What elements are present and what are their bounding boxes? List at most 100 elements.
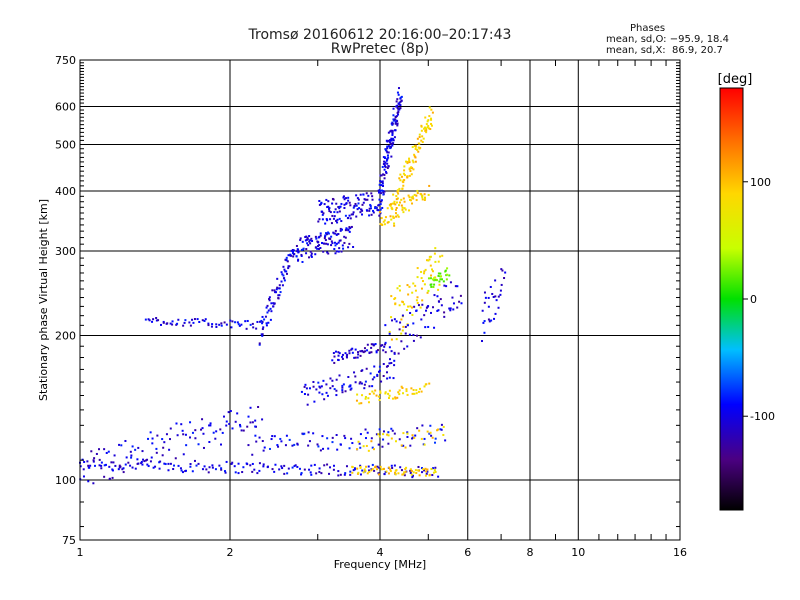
scatter-point: [414, 144, 417, 147]
scatter-point: [335, 378, 338, 381]
scatter-point: [412, 161, 415, 164]
scatter-point: [395, 195, 398, 198]
scatter-point: [421, 194, 424, 197]
scatter-point: [409, 444, 412, 447]
scatter-point: [237, 472, 240, 475]
scatter-point: [406, 176, 409, 179]
scatter-point: [277, 294, 280, 297]
scatter-point: [318, 470, 321, 473]
scatter-point: [345, 202, 348, 205]
scatter-point: [411, 437, 414, 440]
scatter-point: [406, 162, 409, 165]
scatter-point: [322, 447, 325, 450]
scatter-point: [411, 392, 414, 395]
scatter-point: [334, 350, 337, 353]
scatter-point: [394, 469, 397, 472]
scatter-point: [430, 283, 433, 286]
scatter-point: [414, 289, 417, 292]
scatter-point: [386, 207, 389, 210]
scatter-point: [420, 318, 423, 321]
scatter-point: [484, 296, 487, 299]
scatter-point: [391, 202, 394, 205]
y-tick-label: 600: [55, 101, 76, 114]
scatter-point: [100, 461, 103, 464]
scatter-point: [362, 201, 365, 204]
scatter-point: [320, 385, 323, 388]
scatter-point: [355, 215, 358, 218]
scatter-point: [140, 462, 143, 465]
scatter-point: [291, 444, 294, 447]
scatter-point: [417, 146, 420, 149]
scatter-point: [386, 221, 389, 224]
scatter-point: [407, 305, 410, 308]
scatter-point: [379, 189, 382, 192]
scatter-point: [402, 432, 405, 435]
scatter-point: [379, 180, 382, 183]
scatter-point: [412, 282, 415, 285]
y-tick-label: 750: [55, 54, 76, 67]
scatter-point: [339, 205, 342, 208]
scatter-point: [329, 377, 332, 380]
scatter-point: [225, 323, 228, 326]
scatter-point: [292, 253, 295, 256]
scatter-point: [434, 260, 437, 263]
scatter-point: [375, 394, 378, 397]
scatter-point: [389, 470, 392, 473]
scatter-point: [338, 207, 341, 210]
scatter-point: [392, 118, 395, 121]
scatter-point: [348, 201, 351, 204]
scatter-point: [328, 472, 331, 475]
scatter-point: [397, 113, 400, 116]
scatter-point: [142, 458, 145, 461]
scatter-point: [268, 296, 271, 299]
scatter-point: [420, 287, 423, 290]
scatter-point: [412, 322, 415, 325]
scatter-point: [300, 472, 303, 475]
scatter-point: [396, 122, 399, 125]
scatter-point: [438, 283, 441, 286]
scatter-point: [330, 244, 333, 247]
scatter-point: [182, 324, 185, 327]
scatter-point: [398, 187, 401, 190]
scatter-point: [313, 400, 316, 403]
scatter-point: [386, 154, 389, 157]
scatter-point: [400, 99, 403, 102]
scatter-point: [380, 174, 383, 177]
scatter-point: [129, 450, 132, 453]
scatter-point: [378, 435, 381, 438]
scatter-point: [420, 390, 423, 393]
scatter-point: [386, 167, 389, 170]
scatter-point: [419, 306, 422, 309]
scatter-point: [398, 289, 401, 292]
scatter-point: [452, 302, 455, 305]
scatter-point: [191, 431, 194, 434]
scatter-point: [405, 160, 408, 163]
scatter-point: [330, 235, 333, 238]
scatter-point: [151, 320, 154, 323]
scatter-point: [342, 196, 345, 199]
scatter-point: [381, 180, 384, 183]
scatter-point: [384, 341, 387, 344]
scatter-point: [339, 239, 342, 242]
scatter-point: [408, 161, 411, 164]
scatter-point: [346, 217, 349, 220]
scatter-point: [395, 206, 398, 209]
scatter-point: [188, 321, 191, 324]
scatter-point: [331, 359, 334, 362]
scatter-point: [381, 445, 384, 448]
scatter-point: [425, 123, 428, 126]
scatter-point: [387, 131, 390, 134]
scatter-point: [395, 100, 398, 103]
scatter-point: [398, 101, 401, 104]
scatter-point: [325, 198, 328, 201]
scatter-point: [180, 469, 183, 472]
scatter-point: [390, 203, 393, 206]
scatter-point: [401, 301, 404, 304]
scatter-point: [393, 118, 396, 121]
scatter-point: [347, 376, 350, 379]
scatter-point: [245, 327, 248, 330]
scatter-point: [401, 473, 404, 476]
scatter-point: [393, 224, 396, 227]
scatter-point: [309, 239, 312, 242]
scatter-point: [325, 383, 328, 386]
